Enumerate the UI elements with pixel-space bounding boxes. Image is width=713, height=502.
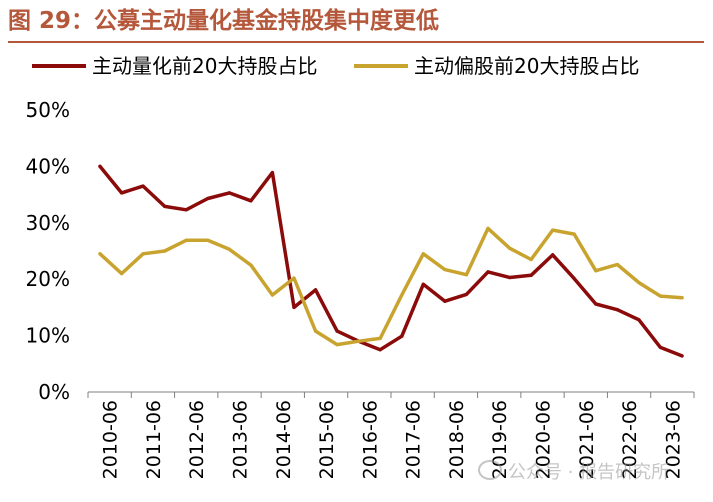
data-point bbox=[400, 293, 404, 297]
x-tick-label: 2016-06 bbox=[359, 400, 381, 479]
data-point bbox=[227, 247, 231, 251]
data-point bbox=[120, 272, 124, 276]
y-tick-label: 20% bbox=[26, 267, 70, 291]
data-point bbox=[486, 226, 490, 230]
data-point bbox=[98, 252, 102, 256]
y-tick-label: 0% bbox=[38, 380, 70, 404]
data-point bbox=[529, 273, 533, 277]
data-point bbox=[464, 273, 468, 277]
y-tick-label: 40% bbox=[26, 154, 70, 178]
data-point bbox=[572, 232, 576, 236]
data-point bbox=[421, 282, 425, 286]
x-tick-label: 2012-06 bbox=[186, 400, 208, 479]
data-point bbox=[206, 196, 210, 201]
data-point bbox=[163, 249, 167, 253]
watermark-text: 公众号 · 报告研究所 bbox=[508, 462, 670, 483]
x-tick-label: 2019-06 bbox=[489, 400, 511, 479]
data-point bbox=[335, 343, 339, 347]
data-point bbox=[508, 246, 512, 250]
legend: 主动量化前20大持股占比 主动偏股前20大持股占比 bbox=[32, 54, 639, 78]
x-tick-label: 2017-06 bbox=[403, 400, 425, 479]
watermark: 公众号 · 报告研究所 bbox=[478, 458, 669, 484]
data-point bbox=[551, 253, 555, 257]
data-point bbox=[270, 293, 274, 297]
data-point bbox=[680, 354, 684, 358]
data-point bbox=[335, 329, 339, 333]
y-tick-label: 30% bbox=[26, 211, 70, 235]
y-axis: 0% 10% 20% 30% 40% 50% bbox=[26, 98, 70, 404]
legend-label-0: 主动量化前20大持股占比 bbox=[92, 54, 317, 78]
data-point bbox=[464, 292, 468, 296]
data-point bbox=[637, 318, 641, 322]
x-tick-label: 2010-06 bbox=[100, 400, 122, 479]
data-point bbox=[314, 288, 318, 292]
data-point bbox=[680, 296, 684, 300]
data-point bbox=[615, 308, 619, 312]
data-point bbox=[594, 302, 598, 306]
x-axis: 2010-06 2011-06 2012-06 2013-06 2014-06 2015-… bbox=[87, 391, 695, 479]
data-point bbox=[292, 305, 296, 309]
series-line-1 bbox=[98, 226, 684, 347]
wechat-icon bbox=[478, 460, 502, 480]
title-divider bbox=[8, 41, 704, 43]
data-point bbox=[292, 276, 296, 280]
data-point bbox=[163, 204, 167, 208]
data-point bbox=[270, 171, 274, 175]
x-tick-label: 2011-06 bbox=[143, 400, 165, 479]
data-point bbox=[594, 269, 598, 273]
x-tick-label: 2015-06 bbox=[316, 400, 338, 479]
x-tick-label: 2018-06 bbox=[446, 400, 468, 479]
data-point bbox=[529, 257, 533, 262]
data-point bbox=[184, 238, 188, 242]
data-point bbox=[421, 252, 425, 256]
legend-label-1: 主动偏股前20大持股占比 bbox=[414, 54, 639, 78]
data-point bbox=[378, 348, 382, 352]
data-point bbox=[227, 191, 231, 195]
data-point bbox=[141, 252, 145, 256]
data-point bbox=[249, 199, 253, 203]
x-tick-label: 2021-06 bbox=[576, 400, 598, 479]
chart-title: 图 29：公募主动量化基金持股集中度更低 bbox=[8, 8, 440, 34]
data-point bbox=[658, 294, 663, 298]
data-point bbox=[615, 262, 619, 267]
data-point bbox=[443, 299, 447, 303]
data-point bbox=[120, 191, 124, 195]
data-point bbox=[314, 329, 318, 333]
data-point bbox=[637, 281, 641, 285]
data-point bbox=[486, 270, 490, 274]
x-tick-label: 2013-06 bbox=[230, 400, 252, 479]
data-point bbox=[357, 339, 361, 343]
data-point bbox=[508, 275, 512, 280]
data-point bbox=[443, 268, 447, 272]
data-point bbox=[658, 345, 663, 349]
data-point bbox=[206, 238, 210, 242]
data-point bbox=[98, 164, 102, 168]
data-point bbox=[184, 208, 188, 212]
data-point bbox=[141, 184, 145, 188]
x-tick-label: 2023-06 bbox=[662, 400, 684, 479]
series-layer bbox=[98, 164, 684, 358]
data-point bbox=[249, 263, 253, 267]
data-point bbox=[572, 277, 576, 281]
series-line-0 bbox=[98, 164, 684, 358]
y-tick-label: 10% bbox=[26, 324, 70, 348]
y-tick-label: 50% bbox=[26, 98, 70, 122]
x-tick-label: 2022-06 bbox=[619, 400, 641, 479]
data-point bbox=[378, 336, 382, 340]
data-point bbox=[400, 334, 404, 338]
data-point bbox=[551, 228, 555, 232]
x-tick-label: 2020-06 bbox=[533, 400, 555, 479]
x-tick-label: 2014-06 bbox=[273, 400, 295, 479]
